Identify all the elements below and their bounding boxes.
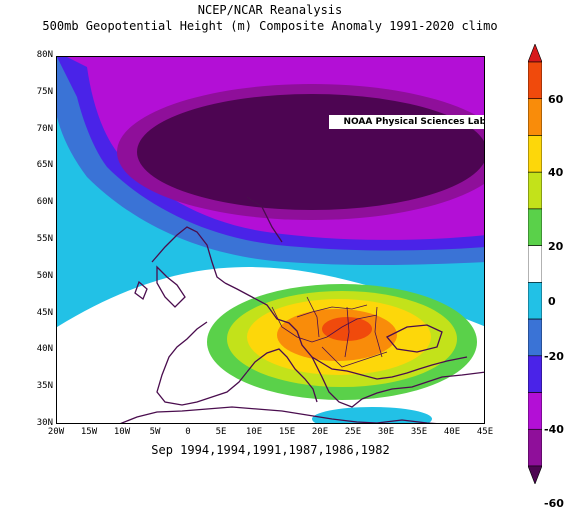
map-panel: NOAA Physical Sciences Laboratory [56, 56, 485, 424]
lon-tick-label: 5W [149, 427, 161, 437]
lon-tick-label: 15E [278, 427, 296, 437]
colorbar-bin-top [528, 44, 542, 63]
lon-tick-label: 10E [245, 427, 263, 437]
colorbar-bin-bottom [528, 465, 542, 484]
colorbar-tick-label: 20 [548, 239, 564, 253]
colorbar-bin [528, 171, 542, 210]
colorbar-tick-label: 60 [548, 92, 564, 106]
colorbar-bin [528, 392, 542, 430]
colorbar-bin [528, 428, 542, 467]
coast-north-africa [120, 406, 437, 423]
coast-balkans [311, 356, 363, 408]
coast-turkey [361, 371, 484, 400]
colorbar-tick-label: 0 [548, 294, 556, 308]
lon-tick-label: 15W [80, 427, 98, 437]
lat-tick-label: 80N [36, 50, 53, 60]
lon-tick-label: 25E [344, 427, 362, 437]
lon-tick-label: 30E [377, 427, 395, 437]
colorbar-bin [528, 208, 542, 246]
lon-tick-label: 40E [443, 427, 461, 437]
lon-tick-label: 5E [215, 427, 227, 437]
anomaly-fill-below-neg60 [137, 94, 484, 210]
lon-tick-label: 20W [47, 427, 65, 437]
colorbar-tick-label: -20 [544, 349, 564, 363]
colorbar-bin [528, 318, 542, 357]
lat-tick-label: 40N [36, 344, 53, 355]
lat-tick-label: 55N [36, 234, 53, 244]
lat-tick-label: 45N [36, 307, 53, 318]
coast-ireland [134, 280, 148, 301]
colorbar-bin [528, 282, 542, 320]
coast-black-sea [385, 324, 443, 353]
credit-label: NOAA Physical Sciences Laboratory [329, 115, 484, 129]
lat-tick-label: 35N [36, 381, 53, 392]
colorbar-tick-label: -40 [544, 423, 564, 437]
coast-europe-north [224, 282, 468, 380]
country-borders [271, 296, 388, 368]
lon-tick-label: 20E [311, 427, 329, 437]
lon-tick-label: 45E [476, 427, 494, 437]
coastlines [120, 196, 484, 423]
anomaly-map [57, 57, 484, 423]
map-caption: Sep 1994,1994,1991,1987,1986,1982 [151, 443, 390, 457]
colorbar-bin [528, 135, 542, 173]
lon-tick-label: 35E [410, 427, 428, 437]
lat-tick-label: 30N [36, 418, 53, 428]
lat-tick-label: 75N [36, 86, 53, 97]
lat-tick-label: 50N [36, 270, 53, 281]
colorbar [528, 44, 542, 484]
coast-italy [246, 348, 318, 403]
colorbar-bin [528, 355, 542, 393]
lon-tick-label: 10W [113, 427, 131, 437]
colorbar-bin [528, 98, 542, 136]
colorbar-tick-label: -60 [544, 496, 564, 510]
lat-tick-label: 65N [36, 160, 53, 171]
chart-subtitle: 500mb Geopotential Height (m) Composite … [42, 19, 498, 33]
lat-tick-label: 60N [36, 197, 53, 208]
lon-tick-label: 0 [185, 427, 191, 437]
chart-title: NCEP/NCAR Reanalysis [197, 3, 343, 17]
coast-scandinavia [151, 226, 226, 284]
coast-baltic [246, 196, 283, 243]
coast-iberia [156, 321, 248, 406]
coast-britain [156, 265, 186, 308]
anomaly-fill-neg20-south [312, 407, 432, 423]
lat-tick-label: 70N [36, 123, 53, 134]
colorbar-bin [528, 61, 542, 100]
colorbar-tick-label: 40 [548, 166, 564, 180]
colorbar-bin [528, 245, 542, 283]
anomaly-fill-pos50 [322, 317, 372, 341]
